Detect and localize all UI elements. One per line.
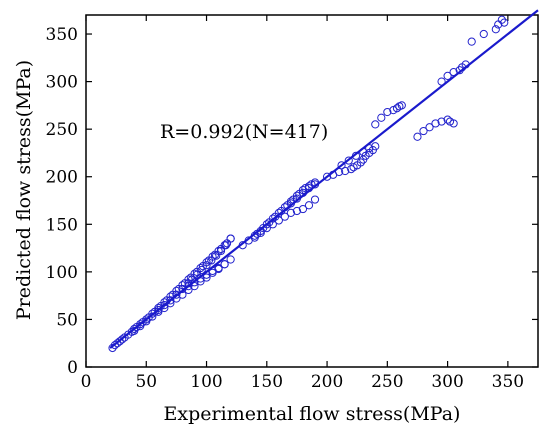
data-point [172, 290, 181, 299]
x-tick-label: 250 [371, 372, 403, 392]
data-point [431, 119, 440, 128]
data-point [383, 107, 392, 117]
data-point [268, 214, 277, 223]
data-point [274, 216, 283, 225]
data-point [371, 120, 380, 129]
y-tick-label: 200 [46, 168, 78, 188]
x-tick-label: 150 [251, 372, 283, 392]
x-tick-label: 300 [431, 372, 463, 392]
data-point [216, 246, 226, 256]
fit-line-group [109, 9, 539, 349]
x-axis-title: Experimental flow stress(MPa) [164, 403, 461, 425]
y-tick-label: 300 [46, 73, 78, 93]
data-point [337, 161, 346, 170]
y-axis-title: Predicted flow stress(MPa) [13, 60, 35, 320]
data-point [419, 126, 428, 136]
x-tick-label: 50 [135, 372, 157, 392]
data-point [184, 282, 193, 291]
data-point [298, 204, 308, 214]
y-tick-label: 350 [46, 25, 78, 45]
data-point [190, 278, 199, 287]
fit-line [109, 9, 539, 349]
y-tick-label: 0 [67, 358, 78, 378]
data-point [214, 246, 223, 256]
data-point [377, 113, 386, 122]
data-point [202, 258, 211, 267]
correlation-annotation: R=0.992(N=417) [160, 121, 328, 143]
data-point [197, 265, 206, 275]
data-point [341, 166, 350, 176]
data-point [108, 343, 117, 353]
data-point [392, 104, 402, 113]
data-point [154, 305, 163, 315]
y-tick-label: 150 [46, 215, 78, 235]
plot-frame [85, 14, 539, 368]
data-point [166, 296, 175, 305]
data-point [371, 142, 380, 151]
data-point [292, 206, 302, 216]
data-point [491, 25, 500, 34]
data-point [322, 172, 332, 181]
data-point [443, 71, 452, 80]
data-point [449, 119, 458, 128]
data-point [347, 165, 356, 174]
x-tick-label: 350 [492, 372, 524, 392]
data-point [208, 252, 217, 261]
data-point [202, 261, 211, 270]
data-point [497, 15, 506, 24]
data-point [212, 251, 221, 260]
plot-area-frame [85, 14, 539, 368]
data-point [207, 256, 216, 265]
data-point [202, 273, 211, 282]
data-point [500, 18, 509, 27]
data-point [310, 195, 320, 204]
data-point [226, 234, 235, 243]
data-point [437, 117, 446, 126]
x-tick-label: 200 [311, 372, 343, 392]
data-point [413, 132, 422, 141]
x-tick-label: 0 [81, 372, 92, 392]
data-point [467, 37, 476, 46]
data-point [286, 208, 296, 217]
data-point [221, 241, 230, 250]
x-tick-label: 100 [190, 372, 222, 392]
data-point [178, 281, 187, 290]
data-point [298, 185, 308, 195]
data-point [226, 255, 235, 264]
data-point [220, 260, 229, 269]
data-point [425, 123, 434, 132]
data-point [262, 220, 271, 229]
data-point [304, 201, 314, 210]
data-point [160, 301, 169, 310]
data-point [443, 115, 452, 124]
data-point [479, 29, 488, 39]
data-point [397, 101, 406, 110]
y-tick-label: 100 [46, 263, 78, 283]
data-point [280, 212, 289, 221]
data-point [344, 156, 353, 165]
y-tick-label: 50 [56, 310, 78, 330]
data-point [148, 309, 157, 318]
y-tick-label: 250 [46, 120, 78, 140]
data-point [118, 335, 127, 344]
axis-ticks: 0 50 100 150 200 250 300 350 0 50 100 150 200 250 300 3… [46, 15, 538, 392]
data-point [214, 263, 223, 273]
data-point [356, 158, 365, 167]
